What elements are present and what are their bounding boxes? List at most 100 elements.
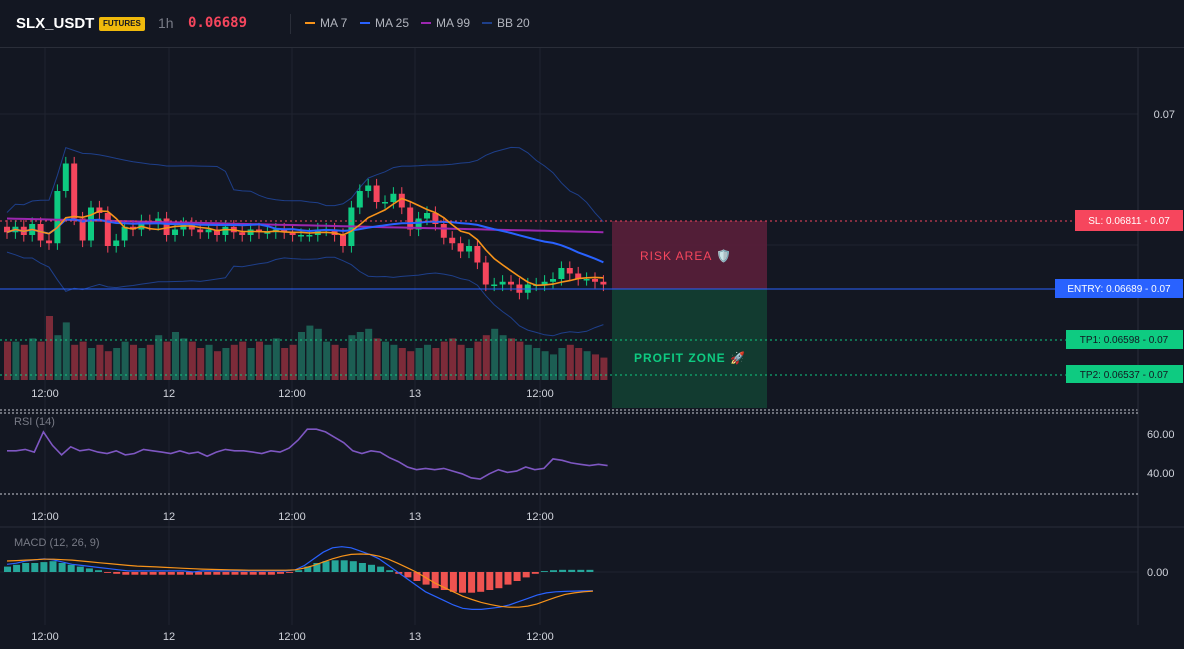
legend-ma25-label: MA 25 — [375, 16, 410, 30]
candle-body — [583, 279, 590, 281]
candle-body — [365, 185, 372, 191]
tp2-tag[interactable] — [1066, 365, 1183, 383]
volume-bar — [558, 348, 566, 380]
candle-body — [390, 193, 397, 202]
macd-histogram-bar — [386, 570, 394, 572]
volume-bar — [180, 338, 188, 380]
macd-histogram-bar — [186, 572, 193, 575]
ma7-line — [6, 197, 604, 287]
candle-body — [214, 229, 220, 235]
candle-body — [54, 191, 61, 244]
candle-body — [508, 281, 514, 285]
macd-histogram-bar — [522, 572, 530, 578]
candle-body — [289, 232, 296, 235]
volume-bar — [281, 348, 289, 380]
time-tick-label: 13 — [409, 631, 421, 643]
chart-header: SLX_USDT FUTURES 1h 0.06689 MA 7 MA 25 M… — [0, 0, 1184, 48]
volume-bar — [566, 344, 574, 380]
volume-bar — [289, 344, 297, 380]
volume-bar — [306, 325, 314, 380]
macd-histogram-bar — [577, 569, 585, 572]
rsi-tick-40: 40.00 — [1147, 468, 1175, 480]
tp1-tag[interactable] — [1066, 330, 1183, 349]
volume-bar — [37, 341, 45, 380]
macd-histogram-bar — [331, 560, 339, 572]
macd-histogram-bar — [495, 572, 503, 589]
ma7-swatch — [305, 22, 315, 24]
macd-histogram-bar — [95, 570, 102, 572]
volume-bar — [247, 348, 255, 380]
candle-body — [550, 279, 556, 282]
candle-body — [466, 246, 472, 252]
macd-histogram-bar — [313, 563, 321, 572]
time-tick-label: 13 — [409, 388, 421, 400]
volume-bar — [314, 328, 322, 380]
volume-bar — [365, 328, 373, 380]
legend-ma7[interactable]: MA 7 — [305, 16, 347, 30]
candle-body — [415, 218, 422, 230]
candle-body — [340, 235, 346, 246]
volume-bar — [424, 344, 431, 380]
time-tick-label: 12 — [163, 388, 175, 400]
macd-histogram-bar — [440, 572, 448, 590]
volume-bar — [155, 335, 163, 380]
volume-bar — [348, 335, 356, 380]
legend-ma99-label: MA 99 — [436, 16, 471, 30]
macd-histogram-bar — [513, 572, 521, 581]
macd-histogram-bar — [449, 572, 457, 592]
symbol-name[interactable]: SLX_USDT — [16, 15, 95, 32]
time-tick-label: 12:00 — [526, 388, 554, 400]
timeframe-label[interactable]: 1h — [158, 15, 174, 31]
time-tick-label: 12:00 — [526, 511, 554, 523]
volume-bar — [524, 344, 532, 380]
candle-body — [306, 235, 313, 237]
volume-bars — [4, 316, 608, 380]
macd-histogram-bar — [31, 563, 39, 572]
macd-histogram-bar — [167, 572, 175, 575]
candle-body — [424, 213, 430, 219]
volume-bar — [54, 335, 62, 380]
risk-area-zone — [612, 221, 767, 289]
candle-body — [222, 226, 229, 235]
macd-histogram-bar — [267, 572, 275, 575]
legend-ma25[interactable]: MA 25 — [360, 16, 409, 30]
macd-histogram-bar — [49, 561, 57, 572]
volume-bar — [508, 338, 515, 380]
macd-histogram-bar — [540, 571, 548, 572]
candle-body — [432, 213, 439, 224]
candle-body — [575, 273, 582, 279]
volume-bar — [600, 357, 608, 380]
bb-lower-line — [6, 251, 604, 337]
macd-histogram-bar — [340, 560, 348, 572]
legend-bb20[interactable]: BB 20 — [482, 16, 530, 30]
volume-bar — [415, 348, 423, 380]
entry-tag[interactable] — [1055, 279, 1183, 298]
candle-body — [541, 281, 548, 285]
macd-histogram-bar — [104, 572, 112, 573]
volume-bar — [398, 348, 406, 380]
rsi-title: RSI (14) — [14, 416, 55, 428]
candle-body — [88, 207, 94, 241]
price-tick: 0.07 — [1154, 109, 1175, 121]
macd-histogram-bar — [304, 566, 312, 572]
macd-histogram-bar — [322, 561, 330, 572]
volume-bar — [482, 335, 490, 380]
candle-body — [46, 240, 52, 244]
volume-bar — [96, 344, 104, 380]
volume-bar — [264, 344, 272, 380]
legend-ma99[interactable]: MA 99 — [421, 16, 470, 30]
sl-tag[interactable] — [1075, 210, 1183, 231]
candle-body — [398, 193, 405, 208]
ma99-swatch — [421, 22, 431, 24]
macd-histogram-bar — [431, 572, 439, 589]
rsi-tick-60: 60.00 — [1147, 429, 1175, 441]
candle-body — [440, 224, 447, 238]
volume-bar — [592, 354, 599, 380]
time-tick-label: 12 — [163, 631, 175, 643]
volume-bar — [298, 332, 305, 380]
volume-bar — [516, 341, 524, 380]
candle-body — [62, 163, 69, 191]
macd-histogram-bar — [368, 564, 375, 572]
volume-bar — [331, 344, 339, 380]
